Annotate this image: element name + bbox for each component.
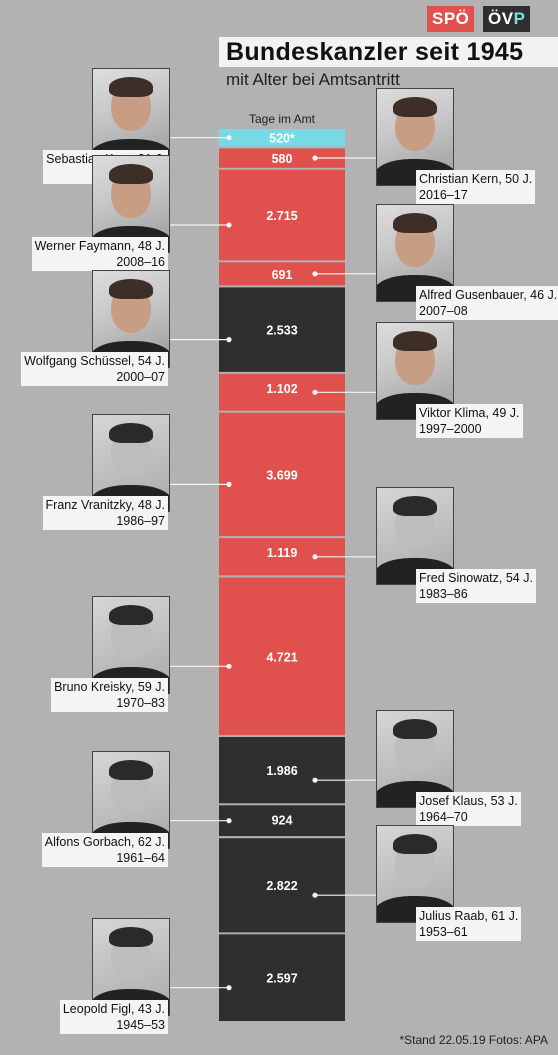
chancellor-name: Fred Sinowatz, 54 J. xyxy=(419,571,533,585)
bar-segment xyxy=(219,838,345,933)
bar-segment xyxy=(219,805,345,837)
chancellor-label: Viktor Klima, 49 J. 1997–2000 xyxy=(416,404,523,438)
portrait-hair xyxy=(393,496,437,516)
portrait-hair xyxy=(109,605,153,625)
segment-value-label: 2.715 xyxy=(266,209,297,223)
chancellor-name: Leopold Figl, 43 J. xyxy=(62,1002,165,1016)
bar-segment xyxy=(219,169,345,261)
chancellor-term: 1983–86 xyxy=(419,587,468,601)
chancellor-name: Julius Raab, 61 J. xyxy=(419,909,519,923)
chancellor-name: Franz Vranitzky, 48 J. xyxy=(45,498,165,512)
segment-value-label: 2.597 xyxy=(266,972,297,986)
chancellor-name: Christian Kern, 50 J. xyxy=(419,172,533,186)
segment-value-label: 580 xyxy=(272,152,293,166)
bar-segment xyxy=(219,934,345,1021)
portrait-photo xyxy=(376,204,454,302)
portrait-hair xyxy=(109,164,153,184)
chancellor-term: 2008–16 xyxy=(116,255,165,269)
chancellor-label: Alfred Gusenbauer, 46 J. 2007–08 xyxy=(416,286,558,320)
chancellor-name: Alfred Gusenbauer, 46 J. xyxy=(419,288,558,302)
bar-segment xyxy=(219,129,345,147)
chancellor-term: 1961–64 xyxy=(116,851,165,865)
chancellor-term: 1953–61 xyxy=(419,925,468,939)
portrait-hair xyxy=(393,97,437,117)
chancellor-term: 2000–07 xyxy=(116,370,165,384)
chancellor-label: Alfons Gorbach, 62 J. 1961–64 xyxy=(41,833,168,867)
segment-value-label: 924 xyxy=(272,813,293,827)
segment-value-label: 520* xyxy=(269,132,295,146)
chancellor-term: 2007–08 xyxy=(419,304,468,318)
portrait-hair xyxy=(393,834,437,854)
chancellor-label: Bruno Kreisky, 59 J. 1970–83 xyxy=(51,678,168,712)
portrait-photo xyxy=(376,322,454,420)
bar-segment xyxy=(219,737,345,804)
portrait-hair xyxy=(109,760,153,780)
title-background xyxy=(219,37,558,67)
bar-segment xyxy=(219,412,345,537)
portrait-hair xyxy=(393,213,437,233)
chancellor-name: Josef Klaus, 53 J. xyxy=(419,794,518,808)
axis-caption: Tage im Amt xyxy=(248,112,316,126)
chancellor-label: Fred Sinowatz, 54 J. 1983–86 xyxy=(416,569,536,603)
segment-value-label: 2.822 xyxy=(266,879,297,893)
chancellor-term: 1964–70 xyxy=(419,810,468,824)
segment-value-label: 691 xyxy=(272,268,293,282)
portrait-photo xyxy=(376,710,454,808)
portrait-hair xyxy=(109,927,153,947)
portrait-photo xyxy=(376,88,454,186)
bar-segment xyxy=(219,262,345,286)
chart-subtitle: mit Alter bei Amtsantritt xyxy=(226,70,400,89)
party-badge-ovp-accent: P xyxy=(513,9,526,28)
portrait-photo xyxy=(92,68,170,166)
chancellor-term: 2016–17 xyxy=(419,188,468,202)
party-badge-ovp-main: ÖV xyxy=(488,9,514,28)
chart-title: Bundeskanzler seit 1945 xyxy=(226,38,524,66)
chancellor-label: Julius Raab, 61 J. 1953–61 xyxy=(416,907,522,941)
segment-value-label: 3.699 xyxy=(266,468,297,482)
chancellor-label: Wolfgang Schüssel, 54 J. 2000–07 xyxy=(21,352,168,386)
chancellor-label: Josef Klaus, 53 J. 1964–70 xyxy=(416,792,521,826)
portrait-hair xyxy=(393,331,437,351)
chancellor-name: Wolfgang Schüssel, 54 J. xyxy=(24,354,165,368)
bar-segment xyxy=(219,577,345,736)
segment-value-label: 1.119 xyxy=(267,546,298,560)
chancellor-label: Christian Kern, 50 J. 2016–17 xyxy=(416,170,536,204)
portrait-hair xyxy=(109,77,153,97)
segment-value-label: 1.102 xyxy=(266,382,297,396)
chancellor-label: Werner Faymann, 48 J. 2008–16 xyxy=(31,237,168,271)
chancellor-name: Bruno Kreisky, 59 J. xyxy=(54,680,165,694)
party-badge-ovp: ÖVP xyxy=(483,6,531,32)
chancellor-name: Alfons Gorbach, 62 J. xyxy=(44,835,165,849)
chancellor-term: 1970–83 xyxy=(116,696,165,710)
bar-segment xyxy=(219,148,345,168)
portrait-hair xyxy=(109,423,153,443)
segment-value-label: 2.533 xyxy=(266,324,297,338)
chancellor-term: 1997–2000 xyxy=(419,422,482,436)
chancellor-label: Leopold Figl, 43 J. 1945–53 xyxy=(59,1000,168,1034)
chancellor-name: Werner Faymann, 48 J. xyxy=(34,239,165,253)
portrait-hair xyxy=(109,279,153,299)
segment-value-label: 1.986 xyxy=(266,764,297,778)
portrait-photo xyxy=(92,596,170,694)
segment-value-label: 4.721 xyxy=(266,650,297,664)
portrait-hair xyxy=(393,719,437,739)
footer-note: *Stand 22.05.19 Fotos: APA xyxy=(399,1033,548,1047)
chancellor-name: Viktor Klima, 49 J. xyxy=(419,406,520,420)
chancellor-term: 1986–97 xyxy=(116,514,165,528)
party-badge-spo: SPÖ xyxy=(427,6,475,32)
chancellor-term: 1945–53 xyxy=(116,1018,165,1032)
chancellor-label: Franz Vranitzky, 48 J. 1986–97 xyxy=(42,496,168,530)
bar-segment xyxy=(219,287,345,372)
